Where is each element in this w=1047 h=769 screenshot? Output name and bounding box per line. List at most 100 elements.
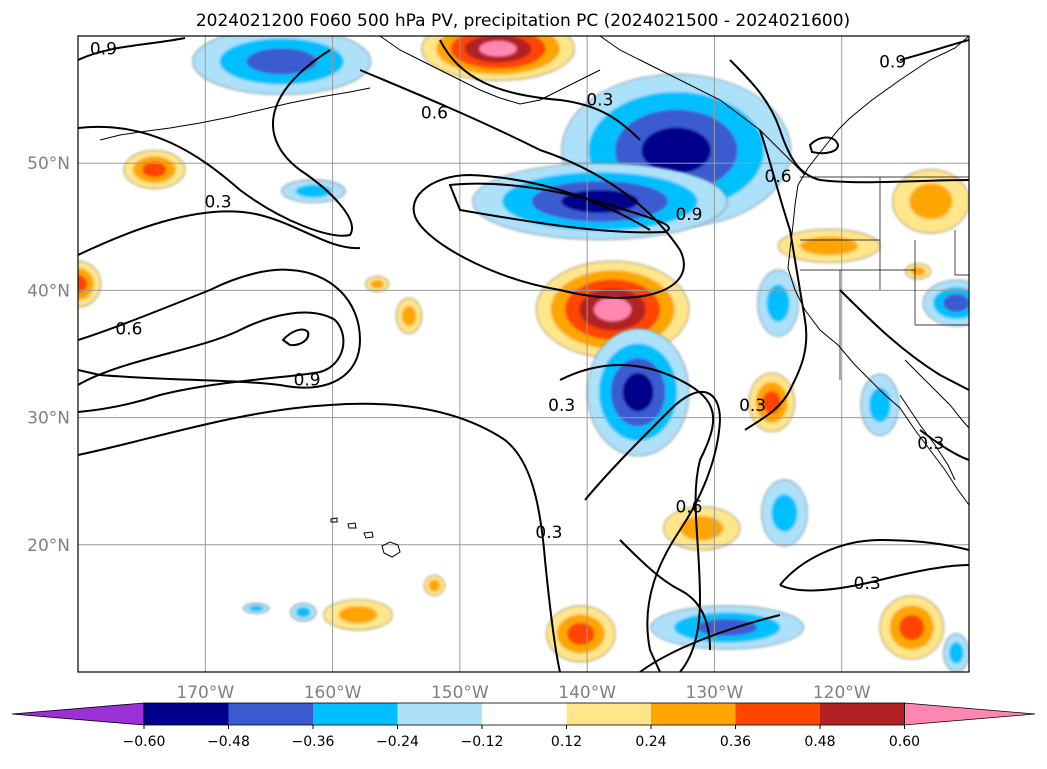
colorbar-tick-label: 0.60 — [889, 734, 920, 750]
colorbar-segment — [820, 703, 905, 725]
pv-contour-labels: 0.9 0.6 0.3 0.3 0.9 0.6 0.9 0.3 0.3 0.6 0.6 0.3 0.3 0… — [90, 40, 944, 594]
precip-band — [428, 579, 441, 592]
pv-contour-0p3-gulf — [439, 39, 641, 141]
precip-band — [680, 516, 724, 541]
precip-band — [641, 127, 711, 174]
pv-contour-0p3-south — [78, 402, 561, 672]
map-gridlines — [78, 36, 969, 672]
precip-anomaly-9 — [395, 297, 422, 334]
pv-contour-small-loop-bc — [808, 136, 840, 155]
pv-contour-0p6-trough — [584, 390, 722, 672]
axis-tick-labels: 170°W 160°W 150°W 140°W 130°W 120°W 20°N 30°N 40… — [27, 154, 871, 703]
colorbar-tick-label: −0.48 — [207, 734, 250, 750]
colorbar-tick-label: 0.48 — [804, 734, 835, 750]
contour-label: 0.3 — [548, 396, 575, 416]
coastline-hawaii-oahu — [347, 522, 357, 529]
pv-contour-0p3-se-lower — [779, 564, 969, 592]
precip-band — [567, 622, 595, 645]
lon-tick-label: 160°W — [304, 683, 362, 703]
precip-band — [800, 236, 858, 256]
coastline-aleutians — [99, 87, 371, 141]
precip-anomaly-14 — [777, 229, 881, 263]
precip-band — [479, 40, 517, 57]
precip-anomaly-26 — [943, 633, 969, 672]
precip-band — [296, 607, 311, 618]
precip-anomaly-24 — [290, 603, 317, 622]
border-states — [800, 177, 969, 380]
map-background — [78, 36, 969, 672]
contour-label: 0.9 — [879, 52, 906, 72]
precip-anomaly-17 — [663, 506, 741, 551]
precip-anomaly-6 — [123, 150, 186, 189]
pv-contour-0p3-low-right — [639, 614, 781, 672]
colorbar-tick-label: 0.12 — [551, 734, 582, 750]
contour-label: 0.6 — [421, 103, 448, 123]
map-frame — [77, 35, 970, 673]
precip-band — [697, 618, 758, 636]
chart-title: 2024021200 F060 500 hPa PV, precipitatio… — [196, 11, 850, 31]
precip-band — [246, 48, 317, 75]
precip-anomaly-12 — [757, 269, 799, 337]
precip-band — [370, 279, 384, 289]
precip-anomaly-15 — [892, 169, 969, 234]
contour-label: 0.9 — [90, 40, 117, 60]
lat-tick-label: 50°N — [27, 154, 70, 174]
pv-contour-0p3-west — [78, 210, 361, 256]
precip-band — [142, 162, 167, 178]
precip-anomaly-23 — [243, 603, 270, 614]
precip-band — [943, 294, 969, 313]
lon-tick-label: 140°W — [558, 683, 616, 703]
precip-anomaly-5 — [586, 328, 690, 457]
contour-label: 0.9 — [294, 370, 321, 390]
precip-anomaly-25 — [423, 575, 445, 596]
precip-anomaly-10 — [365, 276, 389, 292]
precip-band — [899, 614, 925, 641]
precip-band — [593, 297, 632, 322]
precip-anomaly-16 — [922, 279, 969, 327]
coastlines — [99, 36, 969, 558]
colorbar-tick-label: −0.60 — [123, 734, 166, 750]
colorbar-extend-max — [904, 702, 1036, 726]
pv-contour-main-jet — [359, 69, 685, 299]
precip-band — [771, 494, 798, 532]
precip-anomaly-13 — [860, 374, 900, 436]
coastline-hawaii-big-island — [381, 541, 401, 558]
contour-label: 0.3 — [535, 523, 562, 543]
lon-tick-label: 150°W — [431, 683, 489, 703]
coastline-hawaii-maui — [363, 531, 374, 539]
colorbar-segment — [735, 703, 820, 725]
pv-contour-small-island — [281, 328, 310, 347]
coastline-gulf-california — [904, 359, 969, 429]
coastline-alaska-gulf — [379, 36, 601, 105]
pv-contour-0p9-loop — [78, 311, 345, 413]
contour-label: 0.6 — [765, 167, 792, 187]
coastline-hawaii-kauai — [330, 517, 338, 523]
precip-anomaly-18 — [761, 479, 808, 547]
contour-label: 0.9 — [675, 205, 702, 225]
coastline-north-america — [787, 36, 969, 506]
colorbar: −0.60 −0.48 −0.36 −0.24 −0.12 0.12 0.24 0.36 0.4… — [11, 702, 1036, 750]
colorbar-segment — [313, 703, 398, 725]
lon-tick-label: 120°W — [813, 683, 871, 703]
precip-band — [401, 305, 417, 326]
precip-band — [766, 284, 790, 322]
colorbar-segment — [397, 703, 482, 725]
contour-label: 0.3 — [586, 91, 613, 111]
colorbar-extend-min — [11, 702, 145, 726]
precip-band — [909, 183, 953, 220]
pv-contour-0p3-east-lower — [619, 539, 711, 651]
precip-anomaly-20 — [650, 605, 804, 650]
lon-tick-label: 130°W — [686, 683, 744, 703]
pv-contour-0p3-se — [779, 538, 969, 586]
colorbar-tick-label: −0.36 — [292, 734, 335, 750]
colorbar-segment — [566, 703, 651, 725]
pv-contour-0p3-east-trough — [559, 364, 714, 672]
precip-anomaly-22 — [323, 599, 393, 631]
contour-label: 0.6 — [115, 320, 142, 340]
colorbar-frame — [143, 702, 905, 726]
pv-contour-0p6-coast — [729, 59, 969, 184]
contour-label: 0.3 — [204, 192, 231, 212]
colorbar-tick-label: 0.36 — [720, 734, 751, 750]
pv-contour-0p9-ne — [899, 39, 969, 61]
